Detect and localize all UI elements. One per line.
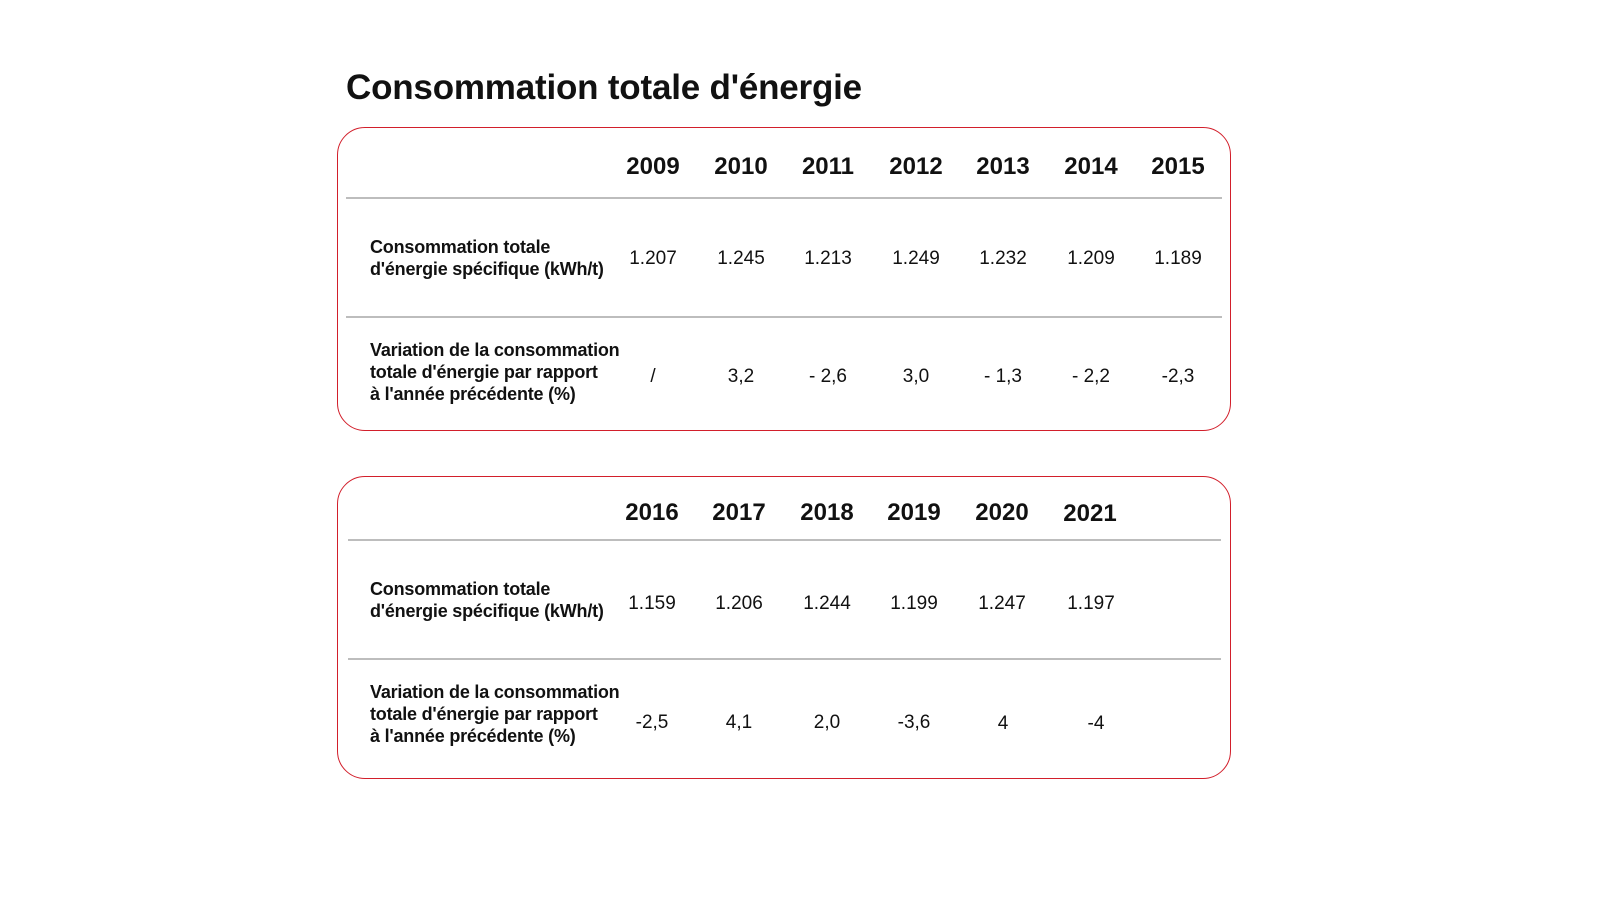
table-cell: 1.197	[1067, 593, 1115, 614]
year-header: 2014	[1064, 153, 1118, 180]
table-cell: 1.159	[628, 593, 676, 614]
table-cell: 2,0	[813, 712, 841, 733]
table-cell: -2,5	[635, 712, 669, 733]
table-cell: -4	[1087, 713, 1105, 734]
row-label-variation: Variation de la consommation totale d'én…	[370, 340, 620, 404]
year-header: 2016	[625, 499, 679, 526]
year-header: 2019	[887, 499, 941, 526]
table-cell: 1.245	[717, 248, 765, 269]
year-header: 2011	[801, 153, 855, 180]
table-cell: 3,0	[902, 366, 930, 387]
year-header: 2020	[975, 499, 1029, 526]
year-header: 2009	[626, 153, 680, 180]
table-cell: - 2,2	[1071, 366, 1111, 387]
table-cell: 1.207	[629, 248, 677, 269]
energy-table-2016-2021: 2016 2017 2018 2019 2020 2021 Consommati…	[337, 476, 1231, 779]
year-header: 2021	[1063, 500, 1117, 527]
table-cell: 1.189	[1154, 248, 1202, 269]
year-header: 2015	[1151, 153, 1205, 180]
table-cell: 1.249	[892, 248, 940, 269]
header-divider	[346, 197, 1222, 199]
row-label-specific-consumption: Consommation totale d'énergie spécifique…	[370, 237, 604, 279]
page-title: Consommation totale d'énergie	[346, 68, 862, 107]
year-header: 2012	[889, 153, 943, 180]
header-divider	[348, 539, 1221, 541]
table-cell: 1.213	[804, 248, 852, 269]
table-cell: - 2,6	[808, 366, 848, 387]
table-cell: /	[650, 366, 656, 387]
year-header: 2017	[712, 499, 766, 526]
energy-table-2009-2015: 2009 2010 2011 2012 2013 2014 2015 Conso…	[337, 127, 1231, 431]
table-cell: 1.232	[979, 248, 1027, 269]
row-divider	[346, 316, 1222, 318]
table-cell: 3,2	[727, 366, 755, 387]
table-cell: -2,3	[1161, 366, 1195, 387]
table-cell: 4,1	[725, 712, 753, 733]
table-cell: -3,6	[897, 712, 931, 733]
row-label-specific-consumption: Consommation totale d'énergie spécifique…	[370, 579, 604, 621]
table-cell: 1.244	[803, 593, 851, 614]
table-cell: - 1,3	[983, 366, 1023, 387]
table-cell: 1.206	[715, 593, 763, 614]
row-label-variation: Variation de la consommation totale d'én…	[370, 682, 620, 746]
table-cell: 4	[997, 713, 1009, 734]
year-header: 2010	[714, 153, 768, 180]
year-header: 2018	[800, 499, 854, 526]
year-header: 2013	[976, 153, 1030, 180]
table-cell: 1.199	[890, 593, 938, 614]
table-cell: 1.209	[1067, 248, 1115, 269]
row-divider	[348, 658, 1221, 660]
table-cell: 1.247	[978, 593, 1026, 614]
